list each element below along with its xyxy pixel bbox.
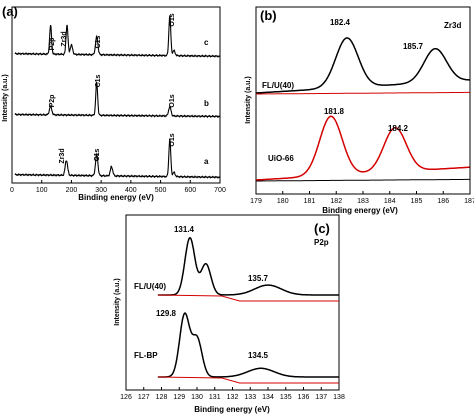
panel-a-label: (a) (2, 4, 18, 19)
x-tick-label: 135 (280, 394, 292, 401)
x-tick-label: 180 (277, 198, 289, 205)
annot-c-zr3d: Zr3d (61, 31, 68, 46)
x-tick-label: 138 (333, 394, 345, 401)
panel-c-corner-label: P2p (314, 238, 329, 247)
series-label-b: b (204, 99, 209, 108)
survey-spectrum-line-b (14, 81, 221, 119)
x-tick-label: 0 (10, 187, 14, 194)
panel-a-xlabel: Binding energy (eV) (78, 193, 154, 202)
x-tick-label: 126 (120, 394, 132, 401)
panel-b-label: (b) (260, 8, 277, 23)
series-label-a: a (204, 157, 209, 166)
c-series-name-bottom: FL-BP (134, 351, 158, 360)
x-tick-label: 181 (304, 198, 316, 205)
x-tick-label: 100 (36, 187, 48, 194)
x-tick-label: 133 (244, 394, 256, 401)
panel-b-frame (255, 6, 471, 195)
series-label-c: c (204, 38, 209, 47)
b-peak-label-184-2: 184.2 (388, 124, 409, 133)
annot-a-c1s: C1s (94, 148, 101, 161)
x-tick-label: 182 (330, 198, 342, 205)
b-peak-label-185-7: 185.7 (403, 42, 424, 51)
panel-b-xlabel: Binding energy (eV) (322, 206, 398, 215)
annot-b-c1s: C1s (95, 74, 102, 87)
c-peak-label-135-7: 135.7 (248, 274, 269, 283)
annot-c-p2p: P2p (49, 38, 56, 51)
x-tick-label: 136 (298, 394, 310, 401)
annot-a-o1s: O1s (169, 133, 176, 146)
panel-b: (b) Zr3d 179 180 181 182 183 184 185 186 187 Bin… (245, 6, 474, 215)
x-tick-label: 185 (411, 198, 423, 205)
b-peak-label-181-8: 181.8 (324, 107, 345, 116)
x-tick-label: 130 (191, 394, 203, 401)
x-tick-label: 137 (315, 394, 327, 401)
panel-c-ylabel: Intensity (a.u.) (114, 278, 121, 325)
annot-b-o1s: O1s (169, 94, 176, 107)
p2p-baseline-line-1 (157, 376, 339, 384)
panel-c-x-ticks: 126 127 128 129 130 131 132 133 134 135 136 137 138 (120, 387, 345, 401)
survey-spectrum-line-a (14, 139, 221, 179)
panel-a: (a) 0 100 200 300 400 500 600 700 Binding energ… (2, 4, 226, 202)
panel-b-spectra (256, 37, 470, 182)
panel-c-spectra (157, 237, 339, 384)
panel-a-frame (11, 6, 221, 184)
x-tick-label: 700 (214, 187, 226, 194)
x-tick-label: 500 (155, 187, 167, 194)
zr3d-spectrum-line-1 (256, 115, 470, 181)
c-peak-label-131-4: 131.4 (174, 225, 195, 234)
panel-a-spectra (14, 15, 221, 179)
zr3d-baseline-line-0 (256, 91, 470, 95)
c-series-name-top: FL/U(40) (134, 282, 166, 291)
x-tick-label: 186 (437, 198, 449, 205)
x-tick-label: 128 (156, 394, 168, 401)
panel-a-ylabel: Intensity (a.u.) (2, 74, 9, 121)
c-peak-label-129-8: 129.8 (156, 309, 177, 318)
b-series-name-top: FL/U(40) (262, 81, 294, 90)
panel-c-label: (c) (314, 221, 330, 236)
panel-c-frame (125, 214, 340, 391)
x-tick-label: 187 (464, 198, 474, 205)
panel-c-xlabel: Binding energy (eV) (194, 405, 270, 414)
x-tick-label: 134 (262, 394, 274, 401)
panel-c: (c) P2p 126 127 128 129 130 131 132 133 134 135 13… (114, 214, 345, 414)
p2p-baseline-line-0 (157, 294, 339, 302)
x-tick-label: 600 (184, 187, 196, 194)
x-tick-label: 132 (227, 394, 239, 401)
panel-b-x-ticks: 179 180 181 182 183 184 185 186 187 (250, 191, 474, 205)
x-tick-label: 131 (209, 394, 221, 401)
p2p-spectrum-line-1 (157, 312, 339, 378)
x-tick-label: 300 (95, 187, 107, 194)
p2p-spectrum-line-0 (157, 237, 339, 296)
annot-c-c1s: C1s (95, 35, 102, 48)
b-series-name-bottom: UiO-66 (268, 154, 294, 163)
annot-c-o1s: O1s (169, 13, 176, 26)
zr3d-spectrum-line-0 (256, 37, 470, 94)
x-tick-label: 129 (173, 394, 185, 401)
x-tick-label: 200 (66, 187, 78, 194)
x-tick-label: 127 (138, 394, 150, 401)
x-tick-label: 183 (357, 198, 369, 205)
panel-a-x-ticks: 0 100 200 300 400 500 600 700 (10, 180, 226, 194)
x-tick-label: 179 (250, 198, 262, 205)
panel-b-corner-label: Zr3d (444, 21, 461, 30)
panel-b-ylabel: Intensity (a.u.) (245, 76, 252, 123)
b-peak-label-182-4: 182.4 (330, 18, 351, 27)
x-tick-label: 400 (125, 187, 137, 194)
survey-spectrum-line-c (14, 15, 221, 58)
annot-a-zr3d: Zr3d (59, 148, 66, 163)
annot-b-p2p: P2p (49, 95, 56, 108)
c-peak-label-134-5: 134.5 (248, 351, 269, 360)
zr3d-baseline-line-1 (256, 178, 470, 182)
x-tick-label: 184 (384, 198, 396, 205)
